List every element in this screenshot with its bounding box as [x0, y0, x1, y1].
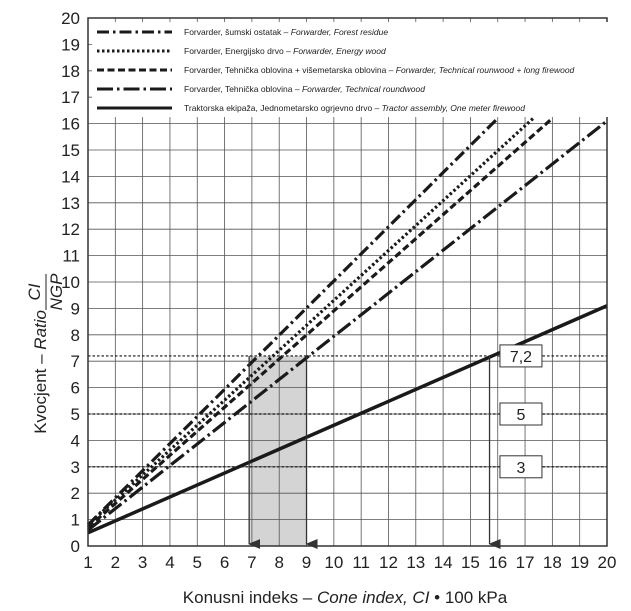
y-axis-label-numerator: CI	[25, 283, 44, 300]
y-tick-label: 7	[71, 352, 80, 371]
x-tick-label: 6	[220, 553, 229, 572]
reference-label-box	[499, 455, 543, 479]
x-tick-label: 7	[247, 553, 256, 572]
reference-label-box	[499, 344, 543, 368]
reference-label: 3	[517, 460, 526, 477]
x-tick-label: 14	[434, 553, 453, 572]
y-axis-label-text: Kvocjent – Ratio	[31, 310, 50, 434]
legend-label: Forvarder, Energijsko drvo – Forwarder, …	[184, 46, 386, 56]
series-line	[86, 117, 554, 529]
x-tick-labels: 1 2 3 4 5 6 7 8 9 10 11 12 13 14 15 16 17 18 19 20	[83, 553, 616, 572]
x-tick-label: 9	[302, 553, 311, 572]
series-lines	[86, 117, 608, 535]
y-axis-label-denominator: NGP	[47, 273, 66, 311]
x-tick-label: 18	[543, 553, 562, 572]
y-tick-label: 6	[71, 379, 80, 398]
x-tick-label: 1	[83, 553, 92, 572]
x-tick-label: 15	[461, 553, 480, 572]
y-tick-label: 9	[71, 299, 80, 318]
reference-label: 5	[517, 407, 526, 424]
reference-label: 7,2	[510, 349, 532, 366]
legend-label: Forvarder, Tehnička oblovina + višemetar…	[184, 65, 575, 75]
y-tick-label: 15	[61, 141, 80, 160]
x-tick-label: 20	[598, 553, 617, 572]
x-tick-label: 5	[193, 553, 202, 572]
series-line	[87, 119, 608, 532]
x-tick-label: 8	[274, 553, 283, 572]
y-tick-label: 18	[61, 62, 80, 81]
y-tick-label: 20	[61, 9, 80, 28]
series-line	[87, 304, 608, 535]
y-tick-label: 2	[71, 484, 80, 503]
y-tick-label: 3	[71, 458, 80, 477]
x-tick-label: 19	[570, 553, 589, 572]
arrows	[248, 355, 501, 549]
y-tick-label: 16	[61, 115, 80, 134]
reference-labels: 7,2 5 3	[499, 344, 543, 479]
series-line	[86, 117, 535, 527]
y-tick-label: 13	[61, 194, 80, 213]
legend-label: Traktorska ekipaža, Jednometarsko ogrjev…	[184, 103, 525, 113]
y-tick-label: 19	[61, 35, 80, 54]
x-tick-label: 2	[111, 553, 120, 572]
plot-frame	[87, 17, 608, 547]
x-tick-label: 4	[165, 553, 174, 572]
x-tick-label: 11	[352, 553, 370, 572]
reference-label-box	[499, 402, 543, 426]
x-tick-label: 16	[488, 553, 507, 572]
x-tick-label: 10	[324, 553, 343, 572]
legend-label: Forvarder, šumski ostatak – Forwarder, F…	[184, 27, 388, 37]
y-tick-label: 1	[71, 511, 80, 530]
y-tick-label: 0	[71, 537, 80, 556]
legend: Forvarder, šumski ostatak – Forwarder, F…	[92, 22, 609, 117]
x-tick-label: 13	[406, 553, 425, 572]
y-tick-label: 4	[71, 431, 80, 450]
legend-label: Forvarder, Tehnička oblovina – Forwarder…	[184, 84, 425, 94]
y-tick-label: 17	[61, 88, 80, 107]
x-tick-label: 17	[516, 553, 535, 572]
y-axis-label: Kvocjent – Ratio CI NGP	[25, 273, 66, 434]
y-tick-label: 5	[71, 405, 80, 424]
series-line	[86, 117, 499, 527]
y-tick-label: 12	[61, 220, 80, 239]
y-tick-label: 14	[61, 167, 80, 186]
y-tick-label: 8	[71, 326, 80, 345]
y-tick-label: 10	[61, 273, 80, 292]
x-axis-label: Konusni indeks – Cone index, CI • 100 kP…	[183, 588, 508, 607]
x-tick-label: 3	[138, 553, 147, 572]
x-tick-label: 12	[379, 553, 398, 572]
y-tick-label: 11	[62, 247, 80, 266]
legend-box	[92, 22, 609, 117]
